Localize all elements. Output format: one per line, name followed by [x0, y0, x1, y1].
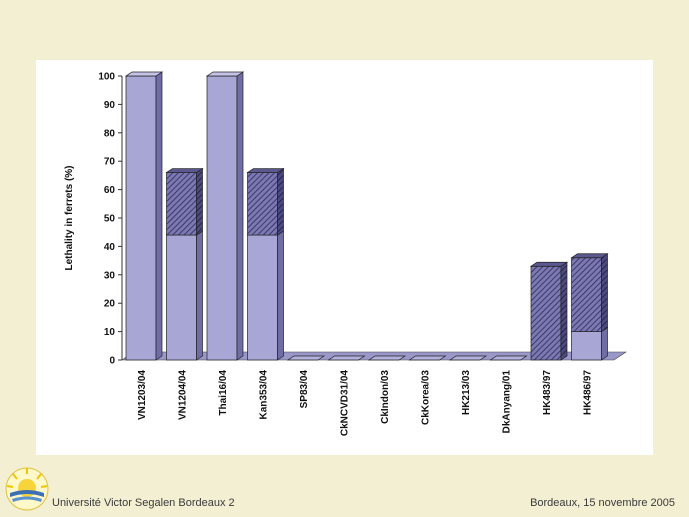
bar-top: [165, 168, 204, 173]
bar-side: [277, 167, 284, 236]
y-tick-label: 90: [104, 100, 116, 111]
footer-university: Université Victor Segalen Bordeaux 2: [52, 497, 235, 509]
bar-top: [327, 355, 366, 361]
bar-solid: [166, 234, 197, 361]
y-tick-label: 20: [104, 299, 116, 310]
y-tick-label: 70: [104, 157, 116, 168]
x-tick-label: VN1203/04: [137, 370, 148, 420]
bar-top: [367, 355, 407, 361]
x-tick-label: SP83/04: [299, 370, 310, 409]
x-tick-label: CkNCVD31/04: [340, 370, 351, 437]
x-tick-label: Thai16/04: [218, 370, 229, 416]
bar-hatched: [571, 257, 602, 332]
bar-side: [196, 167, 203, 236]
y-tick-label: 30: [104, 270, 116, 281]
x-tick-label: HK483/97: [542, 370, 553, 415]
bar-solid: [206, 75, 238, 361]
bar-side: [601, 326, 608, 361]
bar-top: [529, 261, 569, 267]
y-tick-label: 100: [98, 72, 115, 83]
bar-side: [236, 71, 244, 361]
chart-panel: 0 10 20 30 40 50 60 70 80 90 100 Lethality in ferre…: [36, 60, 653, 455]
bar-solid: [571, 331, 602, 361]
bar-side: [155, 71, 163, 361]
bar-top: [205, 71, 245, 77]
bar-chart: 0 10 20 30 40 50 60 70 80 90 100 Lethality in ferre…: [64, 71, 627, 437]
bar-top: [489, 355, 528, 361]
y-tick-label: 40: [104, 242, 116, 253]
bar-hatched: [166, 172, 197, 236]
x-tick-label: HK486/97: [583, 370, 594, 415]
university-logo: [5, 467, 49, 511]
x-tick-label: HK213/03: [461, 370, 472, 415]
y-axis-title: Lethality in ferrets (%): [64, 165, 75, 270]
y-tick-label: 80: [104, 128, 116, 139]
bar-top: [448, 355, 488, 361]
bar-hatched: [247, 172, 278, 236]
bar-hatched: [530, 265, 562, 361]
bar-top: [408, 355, 447, 361]
x-tick-label: CkIndon/03: [380, 370, 391, 424]
bar-top: [124, 71, 164, 77]
bar-solid: [125, 75, 157, 361]
bar-side: [196, 230, 203, 361]
bar-side: [601, 253, 608, 333]
y-tick-label: 0: [109, 356, 115, 367]
y-tick-label: 60: [104, 185, 116, 196]
bar-side: [560, 261, 568, 361]
x-tick-label: VN1204/04: [178, 370, 189, 420]
y-tick-label: 10: [104, 327, 116, 338]
x-tick-label: Kan353/04: [259, 370, 270, 420]
x-tick-label: DkAnyang/01: [502, 370, 513, 434]
bar-top: [570, 253, 609, 259]
footer-date: Bordeaux, 15 novembre 2005: [530, 497, 675, 509]
bar-top: [246, 168, 285, 173]
bar-solid: [247, 234, 278, 361]
x-tick-label: CkKorea/03: [421, 370, 432, 425]
bar-side: [277, 230, 284, 361]
y-tick-label: 50: [104, 214, 116, 225]
bar-top: [286, 355, 326, 361]
